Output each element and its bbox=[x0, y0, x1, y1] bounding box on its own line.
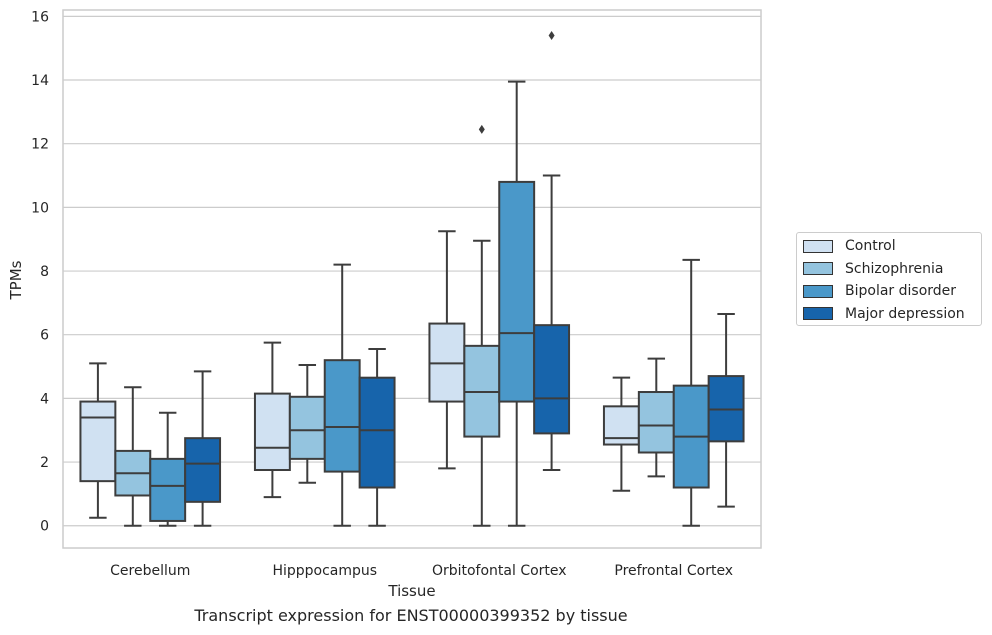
y-axis-ticks: 0 2 4 6 8 10 12 14 16 bbox=[31, 9, 49, 534]
outlier-marker bbox=[548, 30, 555, 40]
series-group bbox=[184, 30, 745, 527]
box-body bbox=[184, 437, 222, 503]
box-body bbox=[149, 457, 187, 522]
legend: Control Schizophrenia Bipolar disorder Majo… bbox=[796, 232, 982, 326]
y-tick-label: 14 bbox=[31, 73, 49, 89]
legend-label: Major depression bbox=[845, 305, 965, 322]
box bbox=[323, 263, 361, 527]
y-tick-label: 0 bbox=[40, 519, 49, 535]
y-tick-label: 12 bbox=[31, 137, 49, 153]
y-axis-label: TPMs bbox=[7, 260, 25, 300]
box-body bbox=[637, 391, 675, 454]
x-tick-label: Hipppocampus bbox=[272, 563, 377, 579]
legend-item: Schizophrenia bbox=[803, 259, 943, 279]
legend-swatch bbox=[803, 284, 833, 298]
box bbox=[114, 386, 152, 527]
y-tick-label: 10 bbox=[31, 200, 49, 216]
box bbox=[253, 341, 291, 499]
series-group bbox=[149, 80, 710, 527]
x-tick-label: Orbitofontal Cortex bbox=[432, 563, 567, 579]
x-tick-label: Prefrontal Cortex bbox=[614, 563, 733, 579]
box bbox=[288, 363, 326, 484]
y-tick-label: 8 bbox=[40, 264, 49, 280]
box bbox=[533, 30, 571, 472]
legend-label: Schizophrenia bbox=[845, 260, 944, 277]
legend-swatch bbox=[803, 307, 833, 320]
y-tick-label: 6 bbox=[40, 328, 49, 344]
legend-item: Bipolar disorder bbox=[803, 281, 956, 301]
y-tick-label: 2 bbox=[40, 455, 49, 471]
box bbox=[79, 362, 117, 519]
box bbox=[707, 313, 745, 508]
box bbox=[184, 370, 222, 527]
series-group bbox=[79, 230, 640, 519]
plot-area-frame bbox=[62, 9, 762, 549]
legend-label: Control bbox=[845, 238, 896, 254]
box-body bbox=[498, 180, 536, 403]
box-body bbox=[79, 400, 117, 483]
legend-item: Major depression bbox=[803, 304, 965, 324]
box-body bbox=[253, 392, 291, 472]
chart-caption: Transcript expression for ENST0000039935… bbox=[194, 606, 628, 625]
x-tick-label: Cerebellum bbox=[110, 563, 190, 579]
legend-swatch bbox=[803, 262, 833, 275]
x-axis-ticks: Cerebellum Hipppocampus Orbitofontal Corte… bbox=[110, 563, 733, 579]
box bbox=[498, 80, 536, 527]
box bbox=[358, 348, 396, 527]
box-body bbox=[323, 359, 361, 473]
box bbox=[428, 230, 466, 470]
box-body bbox=[288, 395, 326, 460]
legend-item: Control bbox=[803, 236, 896, 256]
outlier-marker bbox=[478, 124, 485, 134]
x-axis-label: Tissue bbox=[387, 582, 435, 600]
box bbox=[463, 124, 501, 527]
box bbox=[602, 376, 640, 492]
box bbox=[637, 357, 675, 478]
legend-label: Bipolar disorder bbox=[845, 283, 957, 299]
y-tick-label: 4 bbox=[40, 391, 49, 407]
box-plot-series bbox=[79, 30, 745, 527]
box-body bbox=[533, 324, 571, 435]
box-body bbox=[358, 376, 396, 489]
box bbox=[672, 258, 710, 527]
y-tick-label: 16 bbox=[31, 9, 49, 25]
legend-swatch bbox=[803, 239, 833, 253]
box bbox=[149, 411, 187, 527]
